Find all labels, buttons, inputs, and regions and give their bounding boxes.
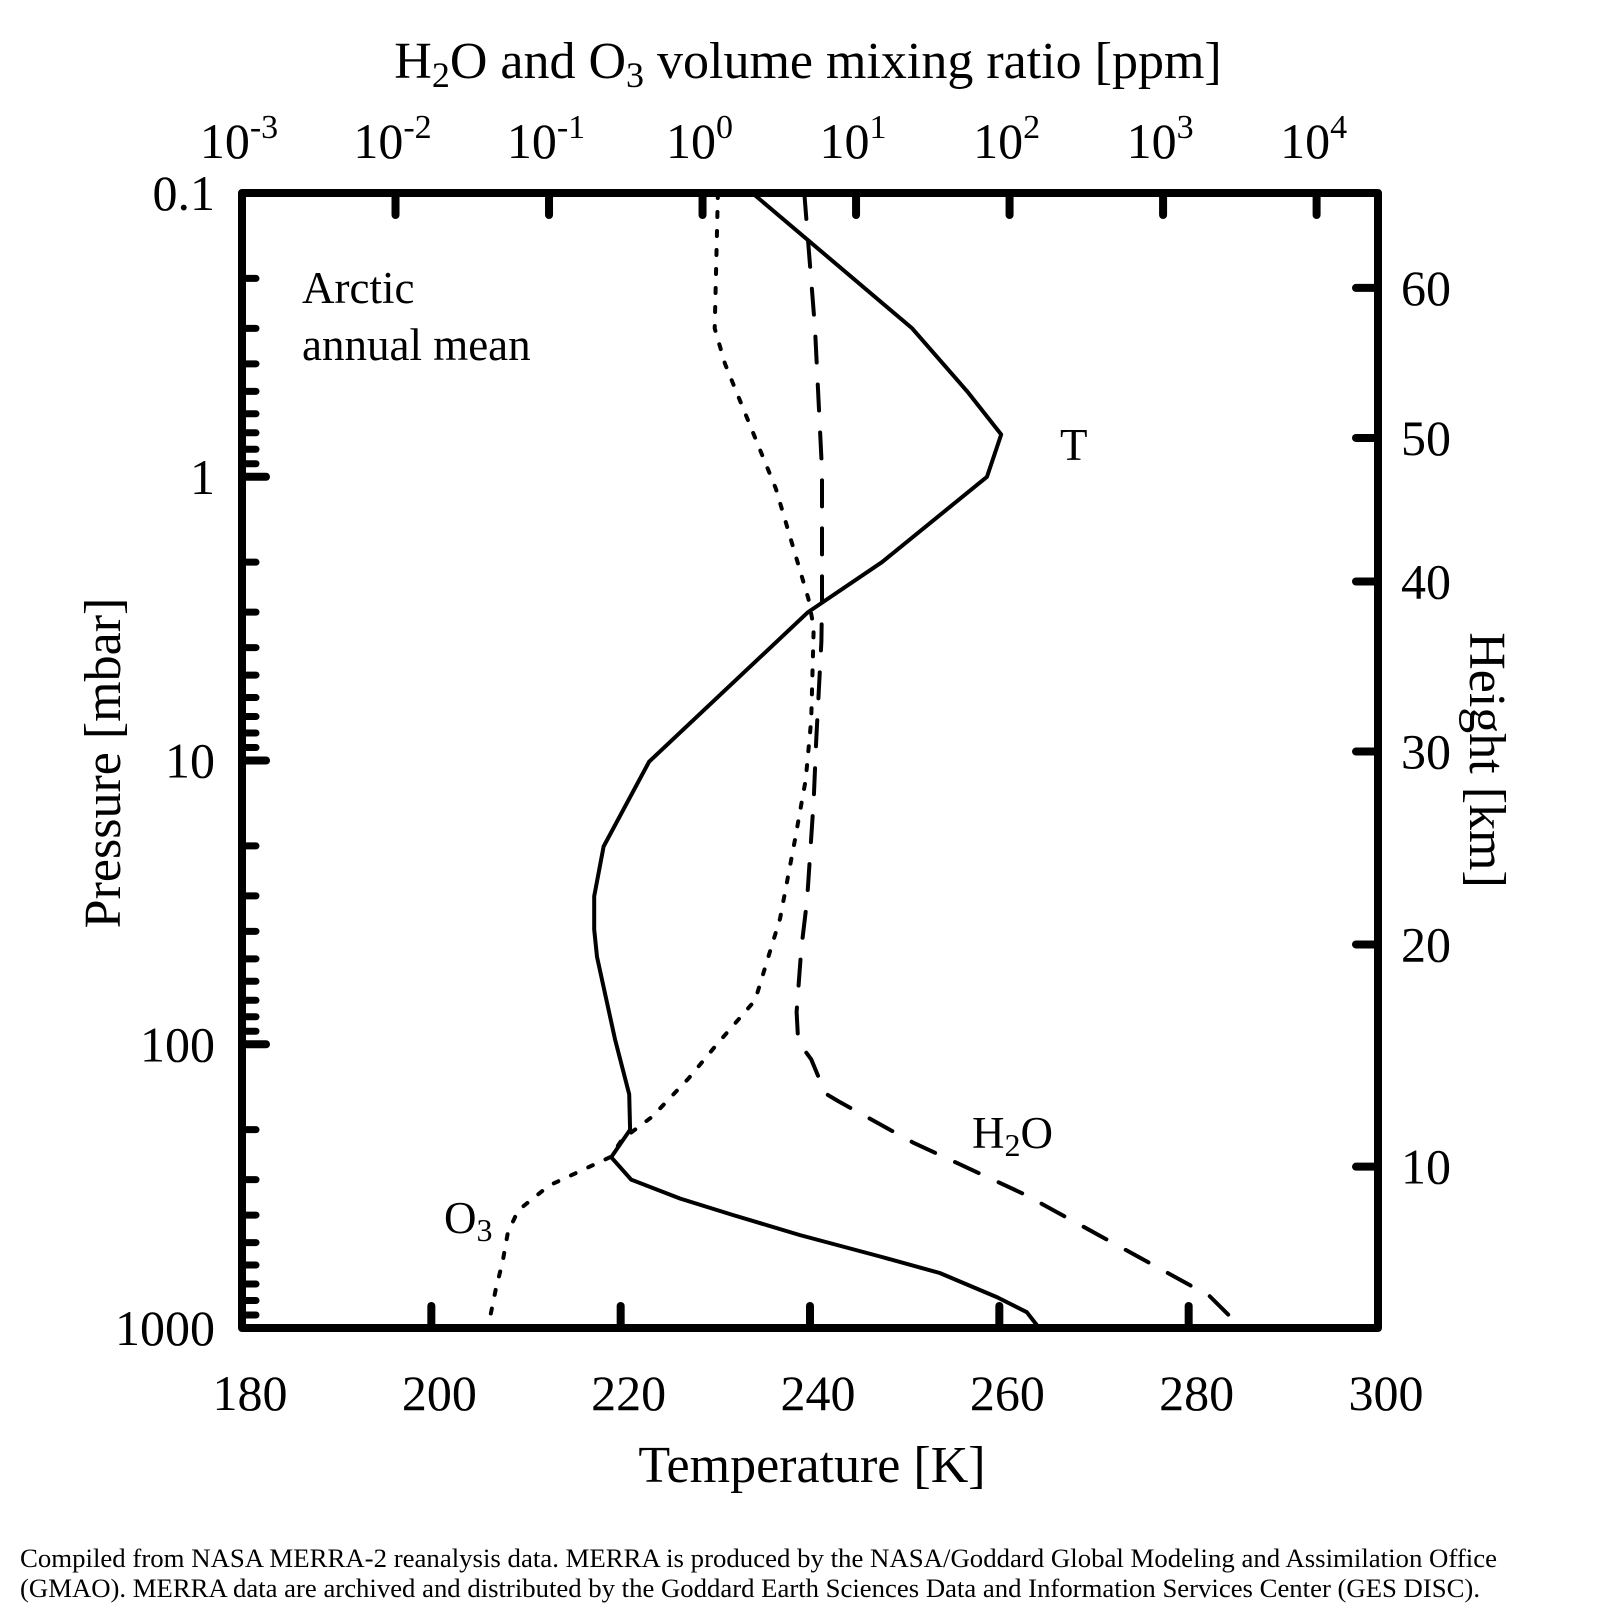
series-line-h2o (794, 191, 1244, 1330)
right-tick-label: 40 (1401, 554, 1451, 610)
right-tick-label: 50 (1401, 410, 1451, 466)
bottom-tick-label: 240 (781, 1365, 856, 1421)
plot-frame (238, 189, 1382, 1332)
chart-title: H2O and O3 volume mixing ratio [ppm] (394, 33, 1221, 95)
series-label-h2o: H2O (972, 1108, 1053, 1163)
left-tick-label: 10 (165, 733, 215, 789)
top-tick-label: 10-3 (200, 109, 278, 169)
top-axis-tick-labels: 10-3 10-2 10-1 100 101 102 103 104 (200, 109, 1347, 169)
annotation-line-2: annual mean (302, 320, 531, 370)
bottom-tick-label: 200 (402, 1365, 477, 1421)
left-tick-label: 1 (190, 449, 215, 505)
left-axis-tick-labels: 0.1 1 10 100 1000 (115, 165, 215, 1356)
bottom-tick-label: 300 (1349, 1365, 1424, 1421)
top-tick-label: 100 (666, 109, 733, 169)
series-label-t: T (1060, 420, 1088, 470)
bottom-tick-label: 180 (213, 1365, 288, 1421)
caption-line-1: Compiled from NASA MERRA-2 reanalysis da… (20, 1544, 1497, 1573)
x-axis-title: Temperature [K] (638, 1437, 985, 1494)
series-line-t (592, 191, 1042, 1330)
right-tick-label: 10 (1401, 1139, 1451, 1195)
series-label-o3: O3 (444, 1193, 493, 1248)
bottom-axis-tick-labels: 180 200 220 240 260 280 300 (213, 1365, 1424, 1421)
left-tick-label: 0.1 (153, 165, 216, 221)
bottom-tick-label: 220 (591, 1365, 666, 1421)
top-tick-label: 10-1 (507, 109, 585, 169)
bottom-tick-label: 280 (1159, 1365, 1234, 1421)
right-axis-tick-labels: 10 20 30 40 50 60 (1401, 260, 1451, 1195)
y-axis-title: Pressure [mbar] (75, 598, 132, 929)
bottom-tick-label: 260 (970, 1365, 1045, 1421)
series-line-o3 (485, 191, 816, 1330)
left-tick-label: 1000 (115, 1300, 215, 1356)
series-layer (485, 191, 1244, 1330)
top-tick-label: 104 (1280, 109, 1347, 169)
caption-line-2: (GMAO). MERRA data are archived and dist… (20, 1574, 1480, 1603)
annotation-line-1: Arctic (302, 263, 414, 313)
top-tick-label: 103 (1127, 109, 1194, 169)
right-tick-label: 30 (1401, 724, 1451, 780)
left-tick-label: 100 (140, 1016, 215, 1072)
top-tick-label: 102 (973, 109, 1040, 169)
right-tick-label: 20 (1401, 916, 1451, 972)
top-tick-label: 10-2 (353, 109, 431, 169)
y2-axis-title: Height [km] (1458, 632, 1515, 888)
top-tick-label: 101 (820, 109, 887, 169)
right-tick-label: 60 (1401, 260, 1451, 316)
